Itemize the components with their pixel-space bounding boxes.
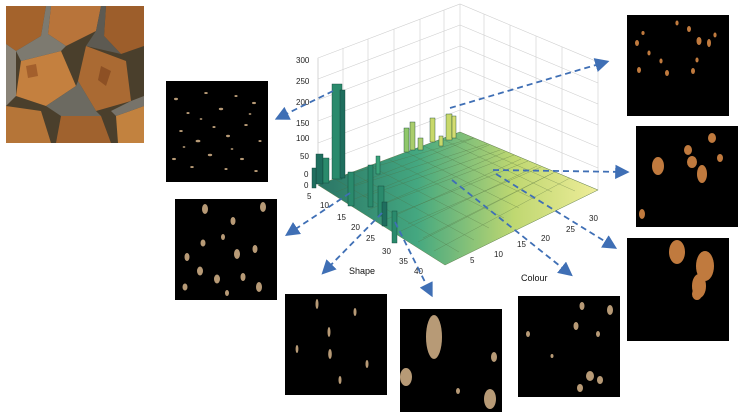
shape-tick: 40: [414, 267, 423, 276]
segment-panel-bottom-right: [518, 296, 620, 397]
bar: [403, 127, 410, 153]
arrow-to-top-left: [274, 90, 334, 120]
histogram-bars: [311, 83, 457, 244]
bin-arrows: [274, 58, 630, 298]
bar: [417, 137, 424, 151]
z-tick: 300: [296, 56, 310, 65]
shape-axis: 5 10 15 20 25 30 35 40 Shape: [307, 192, 423, 276]
segment-panel-bottom-center: [400, 309, 502, 412]
z-tick: 50: [300, 152, 309, 161]
z-axis: 300 250 200 150 100 50 0 0: [296, 56, 310, 190]
arrow-to-left: [284, 192, 351, 236]
z-tick: 200: [296, 98, 310, 107]
bark-texture-image: [6, 6, 144, 143]
bar: [451, 115, 457, 139]
arrow-to-right-top: [449, 58, 610, 109]
bar: [429, 117, 436, 143]
z-tick: 150: [296, 119, 310, 128]
segment-panel-right-top: [627, 15, 729, 116]
orange-large-blobs: [669, 240, 714, 300]
segment-panel-bottom-left: [285, 294, 387, 395]
bar: [445, 113, 453, 141]
segment-panel-right-bottom: [627, 238, 729, 341]
bar: [367, 164, 374, 208]
bar: [375, 155, 381, 175]
histogram-surface: [317, 131, 599, 266]
arrow-to-bottom-center: [394, 221, 433, 298]
scattered-blobs: [526, 302, 613, 392]
medium-blobs: [182, 202, 266, 296]
colour-tick: 5: [470, 256, 475, 265]
arrow-to-bottom-left: [321, 212, 383, 275]
shape-tick: 25: [366, 234, 375, 243]
z-tick: 100: [296, 134, 310, 143]
bar: [315, 153, 324, 185]
bar: [322, 157, 330, 184]
z-tick: 250: [296, 77, 310, 86]
bar: [347, 171, 355, 207]
bar: [391, 210, 398, 244]
large-blobs: [400, 315, 497, 409]
arrow-to-bottom-right: [451, 179, 573, 277]
bar: [377, 185, 385, 217]
shape-tick: 15: [337, 213, 346, 222]
thin-blobs: [295, 299, 369, 384]
shape-axis-label: Shape: [349, 266, 375, 276]
arrow-to-right-bottom: [495, 173, 618, 249]
colour-axis: 5 10 15 20 25 30 Colour: [470, 214, 598, 283]
segment-panel-left: [175, 199, 277, 300]
bar: [438, 135, 444, 147]
arrow-to-right-middle: [492, 164, 630, 180]
colour-axis-label: Colour: [521, 273, 548, 283]
shape-tick: 35: [399, 257, 408, 266]
shape-tick: 5: [307, 192, 312, 201]
colour-tick: 25: [566, 225, 575, 234]
colour-tick: 20: [541, 234, 550, 243]
colour-tick: 30: [589, 214, 598, 223]
colour-tick: 10: [494, 250, 503, 259]
shape-tick: 30: [382, 247, 391, 256]
z-tick: 0: [304, 181, 309, 190]
bar: [339, 89, 346, 179]
shape-tick: 20: [351, 223, 360, 232]
orange-medium-blobs: [639, 133, 723, 219]
segment-panel-right-middle: [636, 126, 738, 227]
bar: [311, 167, 317, 189]
surface-mesh: [332, 135, 576, 253]
segment-panel-top-left: [166, 81, 268, 182]
sparse-blobs: [172, 92, 262, 172]
bar: [381, 201, 388, 227]
bar: [409, 121, 416, 151]
colour-tick: 15: [517, 240, 526, 249]
shape-tick: 10: [320, 201, 329, 210]
orange-small-blobs: [635, 20, 717, 76]
z-tick: 0: [304, 170, 309, 179]
